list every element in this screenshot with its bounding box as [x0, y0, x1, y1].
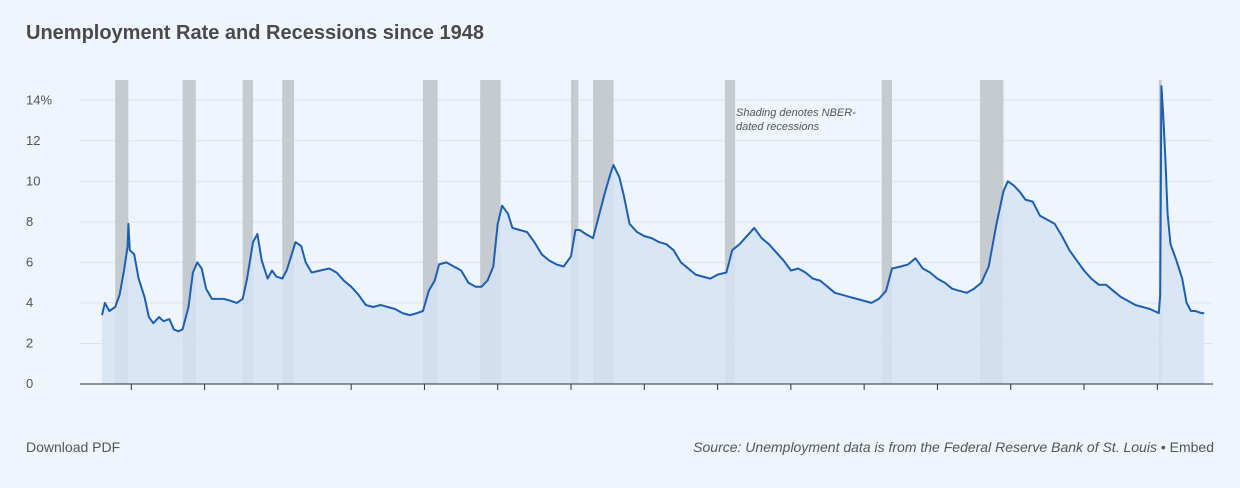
y-tick-label: 8 [26, 214, 33, 229]
y-tick-label: 10 [26, 173, 40, 188]
recession-band [724, 80, 736, 384]
recession-band [881, 80, 893, 384]
unemployment-chart: 0 2 4 6 8 10 12 14% 1950 1955 1960 1965 1970 1975 198… [26, 80, 1213, 400]
footer-separator: • [1160, 439, 1166, 455]
source-text: Source: Unemployment data is from the Fe… [693, 439, 1157, 455]
x-tick-label: 2005 [923, 399, 952, 400]
x-tick-label: 1960 [263, 399, 292, 400]
x-tick-label: 2010 [996, 399, 1025, 400]
recession-note-line-1: Shading denotes NBER- [736, 107, 856, 119]
x-tick-label: 2020 [1143, 399, 1172, 400]
unemployment-line [101, 85, 1205, 333]
x-tick-label: 1965 [337, 399, 366, 400]
x-tick-label: 1980 [557, 399, 586, 400]
source-footer: Source: Unemployment data is from the Fe… [693, 439, 1214, 455]
y-tick-label: 14% [26, 92, 52, 107]
x-tick-label: 1995 [776, 399, 805, 400]
recession-band [242, 80, 253, 384]
y-tick-label: 2 [26, 335, 33, 350]
download-pdf-link[interactable]: Download PDF [26, 439, 121, 455]
x-tick-label: 1975 [483, 399, 512, 400]
chart-title: Unemployment Rate and Recessions since 1… [26, 22, 484, 44]
embed-link[interactable]: Embed [1169, 439, 1214, 455]
y-tick-label: 0 [26, 376, 33, 391]
recession-note-line-2: dated recessions [736, 121, 820, 133]
recession-band [282, 80, 294, 384]
x-tick-label: 1985 [630, 399, 659, 400]
x-tick-label: 2015 [1070, 399, 1099, 400]
x-axis-ticks: 1950 1955 1960 1965 1970 1975 1980 1985 1990 1995… [117, 384, 1172, 400]
x-tick-label: 2000 [850, 399, 879, 400]
y-axis-tick-labels: 0 2 4 6 8 10 12 14% [26, 92, 52, 391]
x-tick-label: 1990 [703, 399, 732, 400]
recession-note: Shading denotes NBER- dated recessions [736, 107, 859, 133]
x-tick-label: 1950 [117, 399, 146, 400]
y-tick-label: 6 [26, 254, 33, 269]
x-tick-label: 1955 [190, 399, 219, 400]
y-tick-label: 12 [26, 133, 40, 148]
y-tick-label: 4 [26, 295, 33, 310]
unemployment-area [102, 86, 1205, 384]
x-tick-label: 1970 [410, 399, 439, 400]
